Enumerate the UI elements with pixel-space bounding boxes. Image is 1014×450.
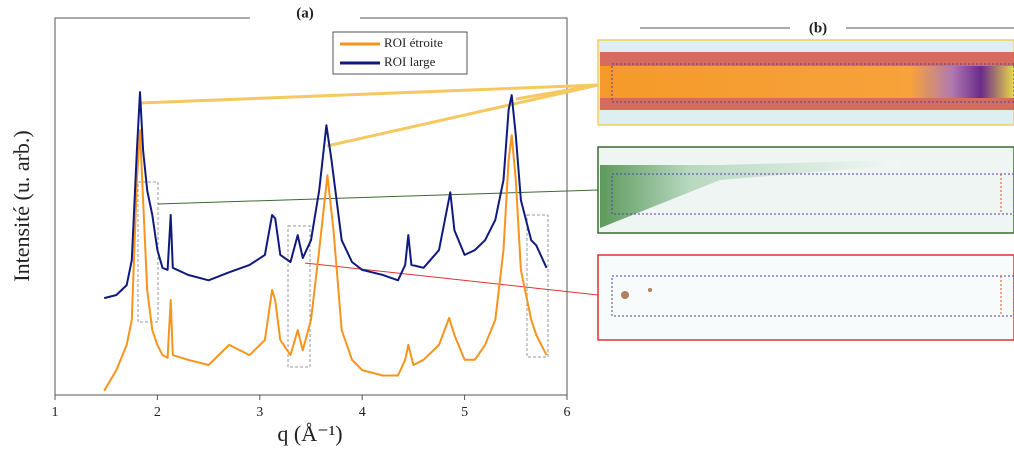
- panel-b-title: (b): [809, 20, 827, 36]
- x-tick-label: 4: [359, 405, 366, 420]
- x-tick-label: 6: [564, 405, 571, 420]
- legend-box: [332, 31, 468, 75]
- legend-label: ROI large: [384, 54, 436, 69]
- arrow: [304, 262, 599, 296]
- arrow: [157, 189, 599, 205]
- x-tick-label: 3: [256, 405, 263, 420]
- chart-title: (a): [296, 5, 314, 21]
- x-tick-label: 1: [52, 405, 59, 420]
- y-axis-label: Intensité (u. arb.): [9, 130, 34, 282]
- x-tick-label: 2: [154, 405, 161, 420]
- title-bg: [780, 18, 856, 38]
- x-tick-label: 5: [461, 405, 468, 420]
- series-line: [103, 91, 548, 300]
- legend: ROI étroite ROI large: [332, 31, 468, 75]
- detector-image: [597, 39, 1014, 126]
- title-bg: [250, 6, 360, 22]
- legend-label: ROI étroite: [384, 35, 443, 50]
- detector-image: [597, 254, 1014, 341]
- arrows: [139, 83, 599, 148]
- plot-frame: [54, 17, 568, 396]
- x-axis-label: q (Å⁻¹): [277, 421, 342, 446]
- series-line: [103, 129, 548, 392]
- detector-image: [597, 146, 1014, 234]
